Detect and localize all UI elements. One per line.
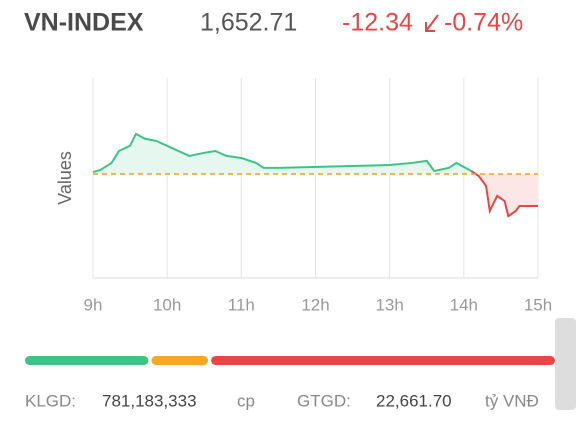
index-change: -12.34	[342, 9, 413, 37]
x-tick-label: 14h	[450, 295, 478, 314]
index-price: 1,652.71	[200, 9, 297, 37]
index-percent: -0.74%	[444, 9, 523, 37]
x-tick-label: 12h	[301, 295, 329, 314]
x-tick-label: 10h	[153, 295, 181, 314]
breadth-segment	[211, 356, 555, 365]
area-fill	[93, 133, 472, 174]
value-label: GTGD:	[297, 391, 351, 410]
price-line	[470, 170, 539, 218]
value-unit: tỷ VNĐ	[485, 391, 539, 410]
volume: 781,183,333	[102, 391, 197, 410]
x-tick-label: 13h	[375, 295, 403, 314]
y-axis-label: Values	[55, 151, 75, 205]
breadth-segment	[151, 356, 209, 365]
down-arrow	[425, 14, 439, 32]
x-tick-label: 15h	[524, 295, 552, 314]
breadth-segment	[25, 356, 149, 365]
area-fill	[471, 170, 538, 217]
trade-value: 22,661.70	[376, 391, 452, 410]
volume-label: KLGD:	[25, 391, 76, 410]
index-name: VN-INDEX	[24, 9, 144, 37]
scrollbar[interactable]	[555, 318, 576, 410]
x-tick-label: 9h	[84, 295, 103, 314]
price-line	[92, 132, 472, 173]
x-tick-label: 11h	[228, 295, 255, 314]
volume-unit: cp	[237, 391, 255, 410]
